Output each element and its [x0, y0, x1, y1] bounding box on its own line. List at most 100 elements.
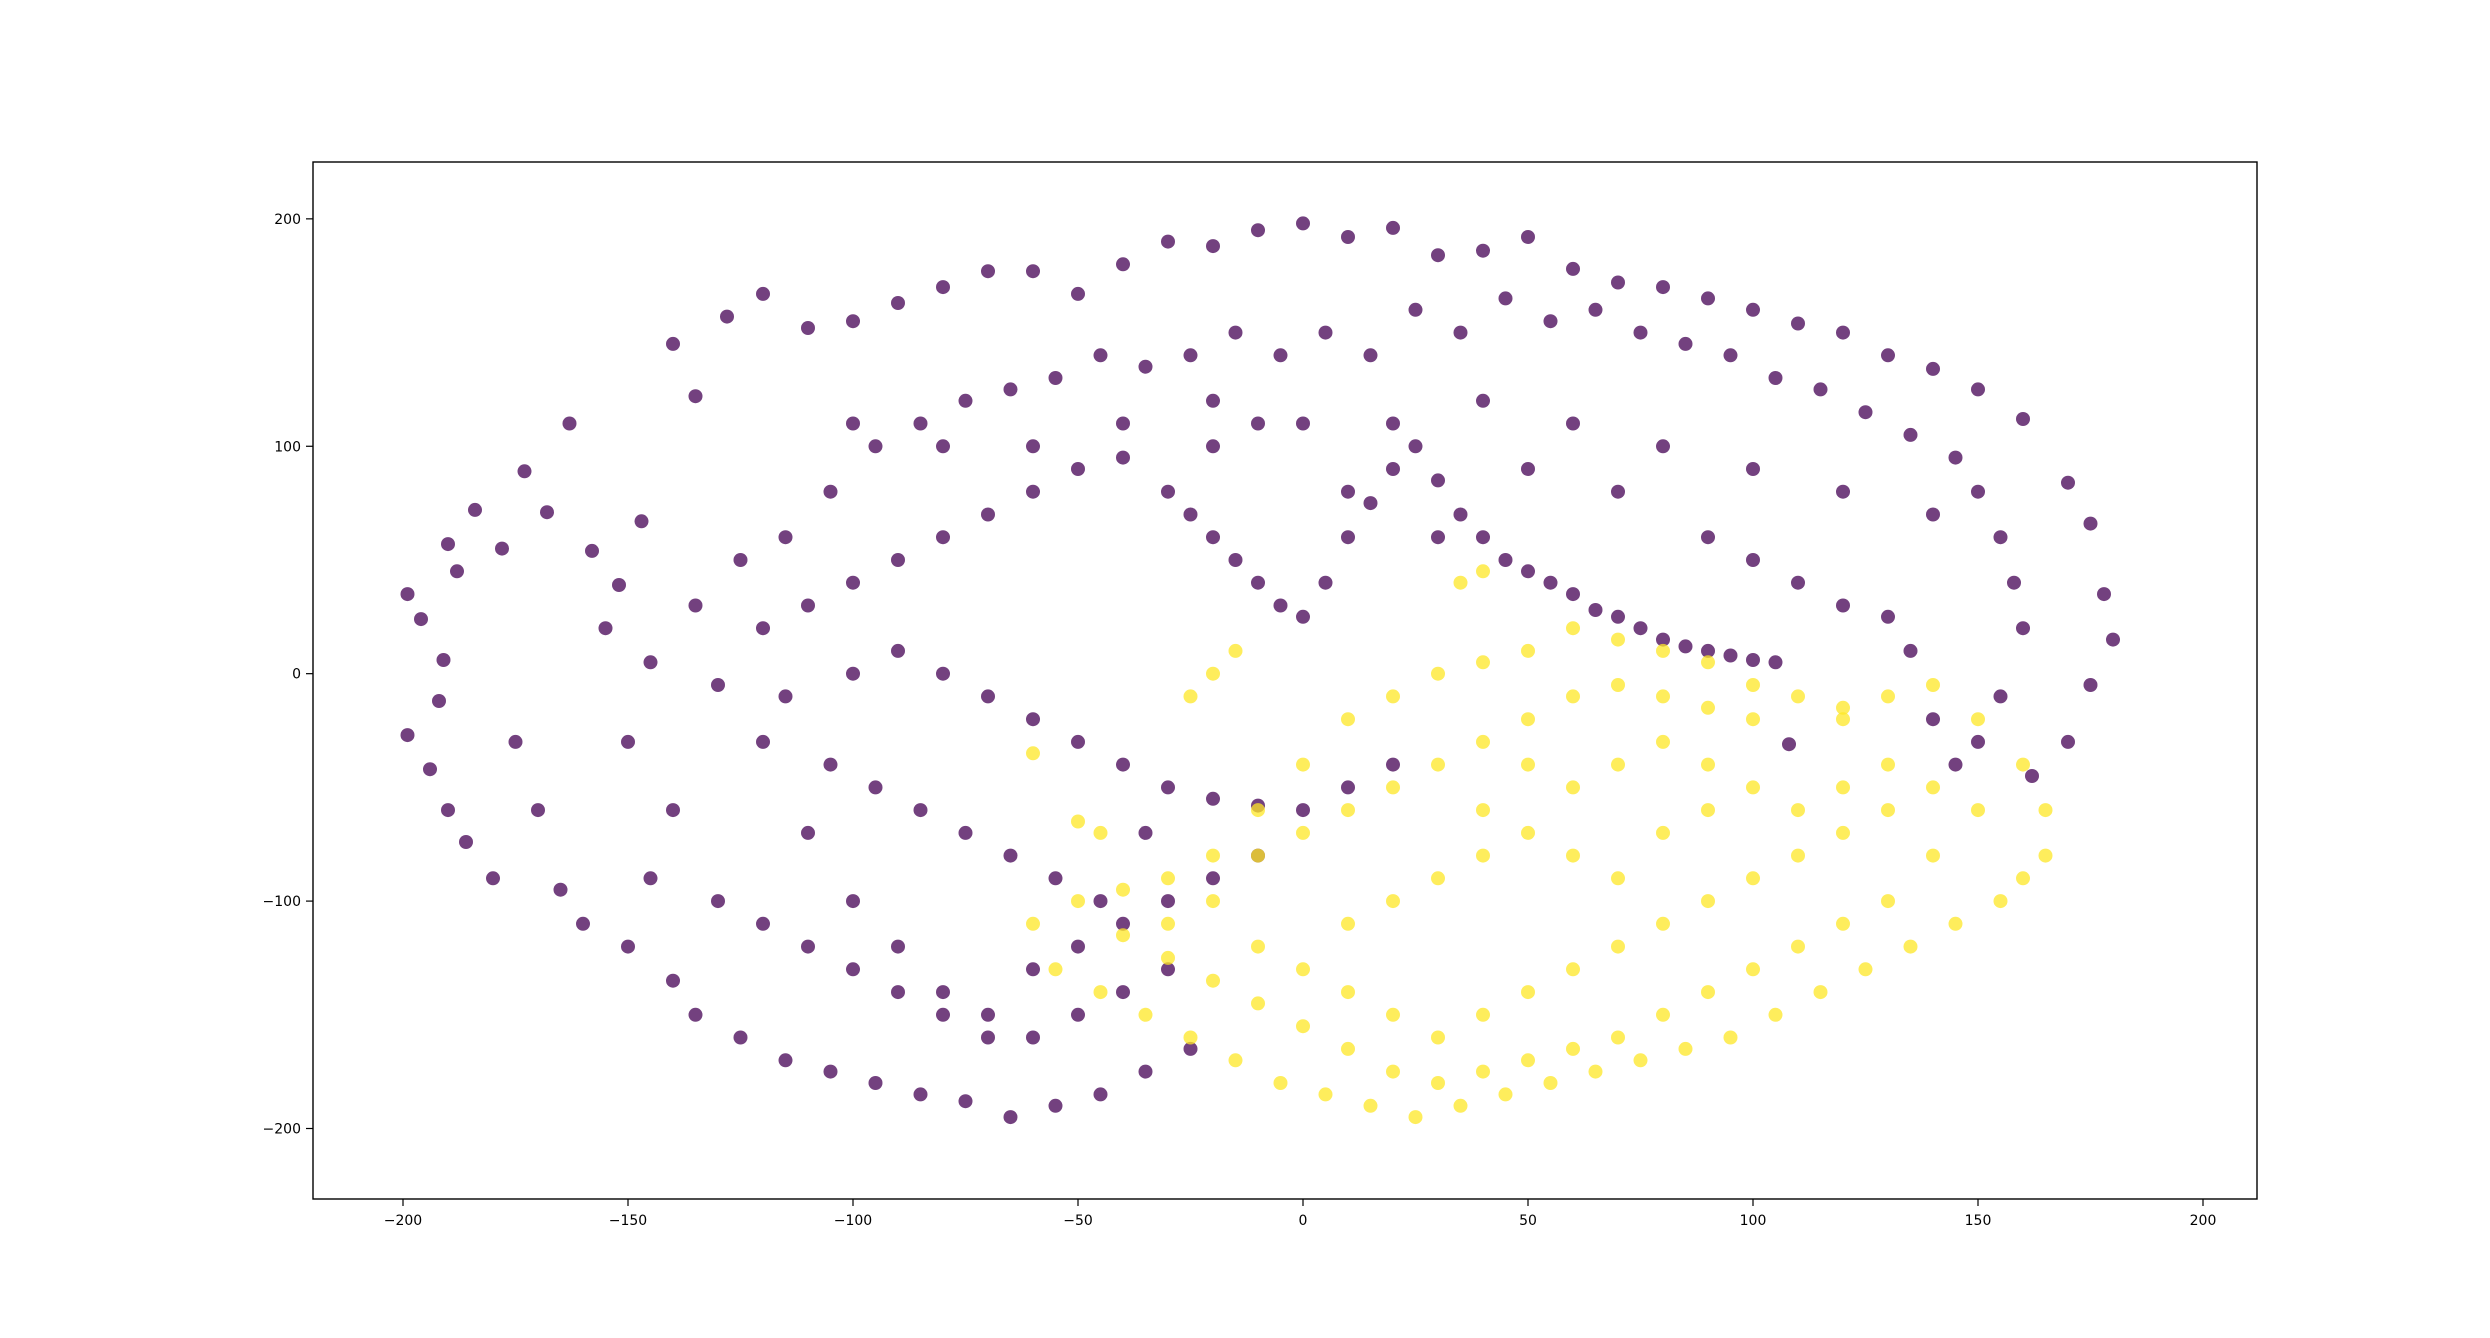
data-point	[1768, 655, 1783, 670]
data-point	[1611, 275, 1625, 290]
data-point	[1948, 450, 1963, 465]
data-point	[891, 296, 905, 310]
data-point	[891, 939, 905, 954]
data-point	[1836, 780, 1850, 795]
data-point	[981, 507, 995, 522]
data-point	[981, 1007, 995, 1022]
data-point	[1521, 643, 1535, 658]
data-point	[1071, 814, 1085, 829]
data-point	[1138, 359, 1153, 374]
data-point	[1341, 916, 1355, 931]
data-point	[1386, 220, 1400, 235]
data-point	[1611, 757, 1625, 772]
data-point	[1701, 643, 1715, 658]
data-point	[1273, 598, 1288, 613]
data-point	[1453, 575, 1468, 590]
data-point	[1296, 1019, 1310, 1034]
data-point	[1971, 803, 1985, 818]
data-point	[913, 803, 928, 818]
data-point	[1206, 973, 1220, 988]
data-point	[1782, 737, 1796, 752]
data-point	[1521, 462, 1535, 476]
data-point	[1341, 484, 1355, 499]
data-point	[1701, 530, 1715, 545]
data-point	[1633, 325, 1648, 340]
data-point	[1341, 230, 1355, 244]
data-point	[1116, 416, 1130, 431]
data-point	[666, 973, 680, 988]
data-point	[598, 621, 613, 636]
data-point	[1206, 848, 1220, 863]
data-point	[1206, 871, 1220, 886]
data-point	[1116, 985, 1130, 1000]
data-point	[913, 1087, 928, 1102]
data-point	[1408, 302, 1423, 317]
data-point	[1071, 286, 1085, 301]
data-point	[1116, 757, 1130, 772]
data-point	[936, 666, 950, 681]
data-point	[1318, 325, 1333, 340]
data-point	[1386, 462, 1400, 476]
data-point	[1386, 1064, 1400, 1079]
data-point	[1341, 1041, 1355, 1056]
data-point	[1093, 348, 1108, 363]
data-point	[1206, 530, 1220, 545]
data-point	[1836, 325, 1850, 340]
data-point	[1521, 230, 1535, 244]
data-point	[495, 541, 509, 556]
data-point	[868, 1076, 883, 1090]
data-point	[1858, 962, 1873, 977]
data-point	[936, 1007, 950, 1022]
data-point	[666, 803, 680, 818]
data-point	[1566, 689, 1580, 704]
data-point	[1476, 734, 1490, 749]
data-point	[1003, 382, 1018, 397]
data-point	[621, 939, 635, 954]
data-point	[1318, 575, 1333, 590]
data-point	[634, 514, 649, 529]
data-point	[1116, 882, 1130, 897]
data-point	[1431, 530, 1445, 545]
data-point	[1566, 587, 1580, 602]
data-point	[1993, 894, 2008, 909]
data-point	[733, 1030, 748, 1045]
data-point	[1386, 894, 1400, 909]
data-point	[891, 553, 905, 567]
data-point	[1251, 939, 1265, 954]
data-point	[711, 894, 725, 909]
data-point	[936, 280, 950, 295]
data-point	[1746, 302, 1760, 317]
data-point	[936, 439, 950, 454]
data-point	[1363, 496, 1378, 511]
data-point	[400, 728, 415, 743]
data-point	[1386, 689, 1400, 704]
data-point	[1251, 416, 1265, 431]
data-point	[846, 314, 860, 329]
data-point	[733, 553, 748, 567]
data-point	[2083, 678, 2098, 692]
data-point	[2007, 575, 2021, 590]
data-point	[1341, 530, 1355, 545]
data-point	[1656, 439, 1670, 454]
data-point	[1836, 598, 1850, 613]
data-point	[1296, 803, 1310, 818]
x-tick-label: 50	[1519, 1213, 1537, 1229]
data-point	[801, 321, 815, 335]
data-point	[1566, 848, 1580, 863]
data-point	[1251, 803, 1265, 818]
data-point	[2061, 734, 2075, 749]
data-point	[823, 484, 838, 499]
data-point	[1633, 1053, 1648, 1068]
data-point	[913, 416, 928, 431]
data-point	[756, 916, 770, 931]
data-point	[1476, 848, 1490, 863]
data-point	[1341, 712, 1355, 727]
data-point	[1138, 825, 1153, 840]
data-point	[1746, 553, 1760, 567]
data-point	[1341, 803, 1355, 818]
data-point	[1926, 361, 1940, 376]
data-point	[1228, 325, 1243, 340]
data-point	[1746, 678, 1760, 692]
data-point	[553, 882, 568, 897]
